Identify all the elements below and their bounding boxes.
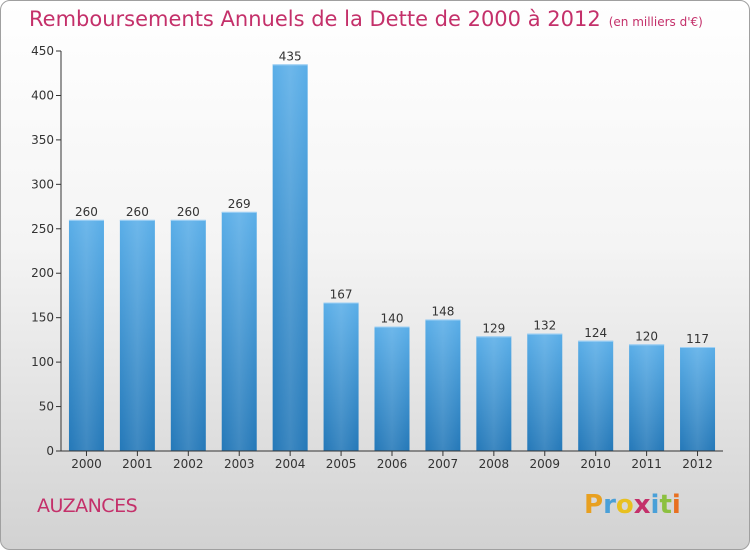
y-tick-label: 300 — [31, 177, 54, 191]
bar-value-label: 260 — [75, 205, 98, 219]
logo-letter: i — [650, 490, 660, 520]
bar-value-label: 167 — [330, 288, 353, 302]
y-axis: 0 50 100 150 200 250 300 350 400 450 — [31, 44, 62, 458]
bar-highlight — [425, 319, 461, 451]
x-tick-label: 2001 — [122, 457, 153, 471]
bar-highlight — [476, 336, 512, 451]
bar-value-label: 117 — [686, 332, 709, 346]
bar-highlight — [119, 219, 155, 451]
x-tick-label: 2006 — [377, 457, 408, 471]
bar-highlight — [527, 333, 563, 451]
x-tick-label: 2003 — [224, 457, 255, 471]
x-tick-label: 2004 — [275, 457, 306, 471]
proxiti-logo: Proxiti — [584, 490, 681, 520]
x-tick-label: 2010 — [580, 457, 611, 471]
y-tick-label: 200 — [31, 266, 54, 280]
logo-letter: t — [659, 490, 672, 520]
bar-value-label: 140 — [381, 312, 404, 326]
bar-value-label: 260 — [126, 205, 149, 219]
x-tick-label: 2008 — [479, 457, 510, 471]
bar-highlight — [221, 211, 257, 451]
bar-highlight — [272, 64, 308, 452]
x-tick-label: 2012 — [682, 457, 713, 471]
bar-value-label: 132 — [533, 319, 556, 333]
bar-value-label: 435 — [279, 49, 302, 63]
x-axis: 2000 2001 2002 2003 2004 2005 2006 2007 2008 2009… — [61, 450, 723, 471]
logo-letter: x — [633, 490, 651, 520]
bar-value-label: 148 — [431, 304, 454, 318]
bar-highlight — [680, 347, 716, 451]
bar-value-label: 269 — [228, 197, 251, 211]
chart-subtitle: (en milliers d'€) — [608, 15, 703, 29]
y-tick-label: 250 — [31, 222, 54, 236]
bar-value-label: 124 — [584, 326, 607, 340]
bar-highlight — [374, 326, 410, 451]
y-tick-label: 100 — [31, 355, 54, 369]
bars: 260 260 260 269 435 167 140 148 129 132 124 120 117 — [68, 49, 716, 452]
bar-value-label: 129 — [482, 321, 505, 335]
x-tick-label: 2005 — [326, 457, 357, 471]
bar-highlight — [170, 219, 206, 451]
chart-title-text: Remboursements Annuels de la Dette de 20… — [29, 7, 601, 31]
bar-value-label: 120 — [635, 329, 658, 343]
bar-value-label: 260 — [177, 205, 200, 219]
logo-letter: o — [615, 490, 634, 520]
bar-highlight — [323, 302, 359, 451]
x-tick-label: 2000 — [71, 457, 102, 471]
x-tick-label: 2002 — [173, 457, 204, 471]
bar-highlight — [578, 340, 614, 451]
y-tick-label: 400 — [31, 88, 54, 102]
y-tick-label: 350 — [31, 133, 54, 147]
bar-highlight — [68, 219, 104, 451]
y-tick-label: 50 — [39, 400, 54, 414]
chart-title: Remboursements Annuels de la Dette de 20… — [29, 7, 703, 31]
x-tick-label: 2007 — [428, 457, 459, 471]
logo-letter: i — [671, 490, 681, 520]
y-tick-label: 150 — [31, 311, 54, 325]
logo-letter: r — [603, 490, 616, 520]
y-tick-label: 0 — [46, 444, 54, 458]
x-tick-label: 2009 — [529, 457, 560, 471]
bar-highlight — [629, 344, 665, 451]
place-name: AUZANCES — [37, 495, 138, 517]
logo-letter: P — [584, 490, 604, 520]
x-tick-label: 2011 — [631, 457, 662, 471]
y-tick-label: 450 — [31, 44, 54, 58]
